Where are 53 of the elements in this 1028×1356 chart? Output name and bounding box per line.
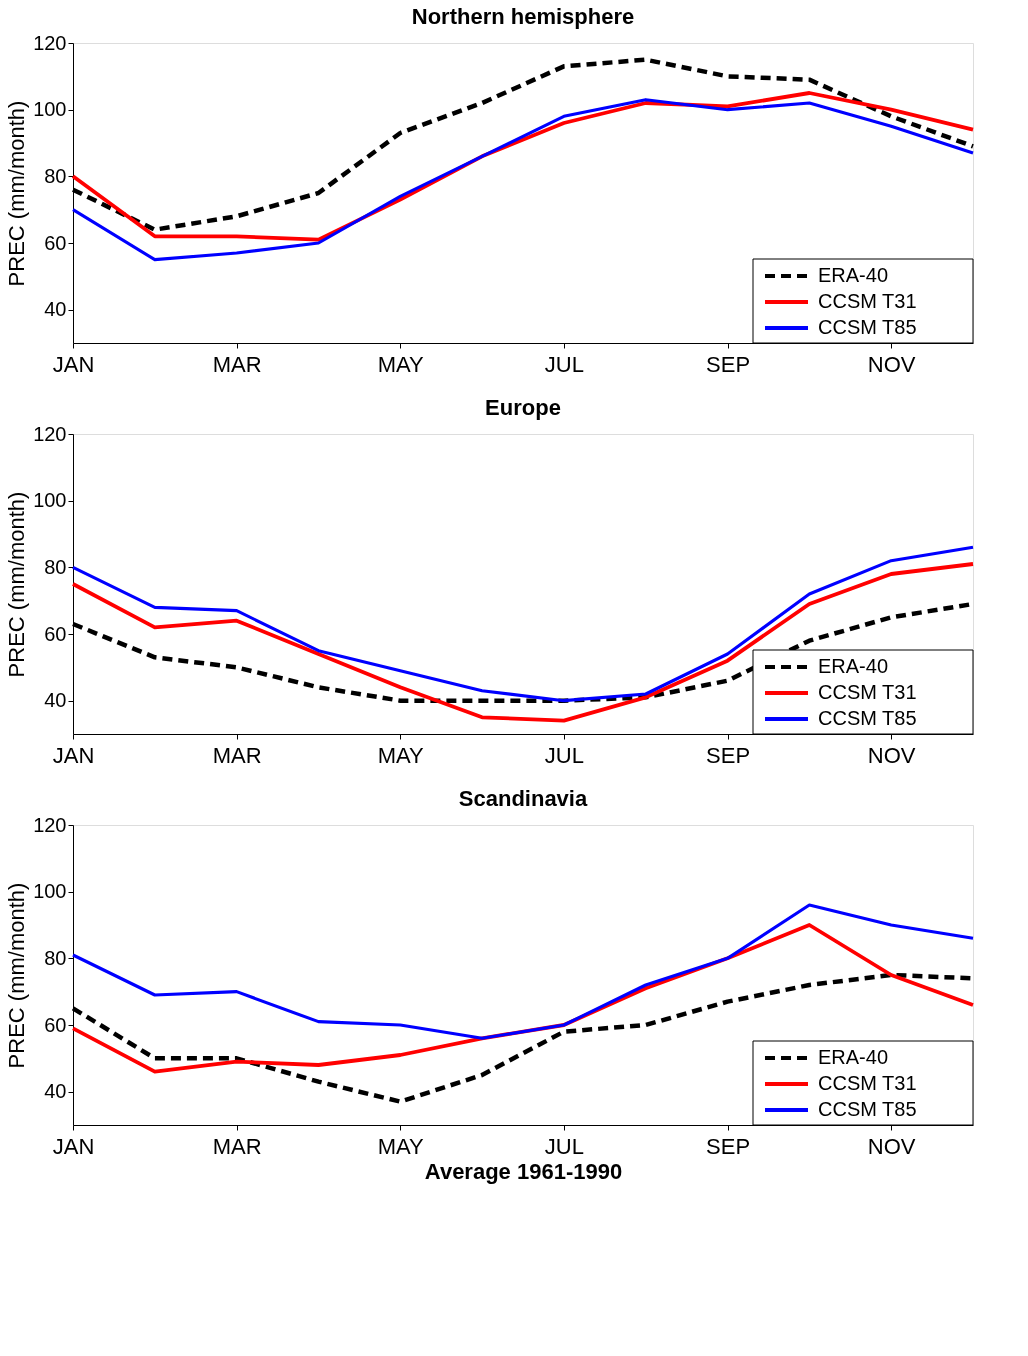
x-axis-title: Average 1961-1990 [424,1158,623,1184]
line-series [71,903,975,1040]
y-axis-title: PREC (mm/month) [4,491,30,678]
x-tick-label: SEP [706,1133,751,1159]
x-tick-label: JUL [544,742,584,768]
x-tick-label: MAY [377,742,425,768]
y-tick-label: 40 [44,298,67,321]
y-tick-label: 80 [44,164,67,187]
x-tick-label: MAY [377,351,425,377]
legend-label: ERA-40 [818,1046,889,1068]
chart-title: Scandinavia [458,786,588,811]
y-tick-label: 60 [44,1013,67,1036]
legend-label: CCSM T31 [818,681,917,703]
y-tick-label: 120 [33,813,67,836]
chart-title: Europe [485,395,561,420]
x-tick-label: MAR [212,742,262,768]
y-tick-label: 60 [44,231,67,254]
x-tick-label: MAY [377,1133,425,1159]
legend-label: CCSM T85 [818,316,917,338]
y-tick-label: 60 [44,622,67,645]
y-axis-title: PREC (mm/month) [4,882,30,1069]
legend-label: CCSM T31 [818,1072,917,1094]
line-series [71,545,975,703]
x-tick-label: JUL [544,1133,584,1159]
x-tick-label: NOV [867,1133,916,1159]
legend-label: CCSM T85 [818,707,917,729]
x-tick-label: JUL [544,351,584,377]
y-tick-label: 100 [33,98,67,121]
y-tick-label: 80 [44,946,67,969]
y-tick-label: 80 [44,555,67,578]
y-tick-label: 40 [44,1080,67,1103]
x-tick-label: JAN [52,1133,95,1159]
legend-label: ERA-40 [818,655,889,677]
x-tick-label: NOV [867,742,916,768]
legend-label: ERA-40 [818,264,889,286]
y-tick-label: 100 [33,489,67,512]
x-tick-label: SEP [706,351,751,377]
legend-label: CCSM T85 [818,1098,917,1120]
y-tick-label: 100 [33,880,67,903]
line-series [71,562,975,723]
y-axis-title: PREC (mm/month) [4,100,30,287]
x-tick-label: NOV [867,351,916,377]
x-tick-label: SEP [706,742,751,768]
line-series [71,98,975,262]
legend-label: CCSM T31 [818,290,917,312]
x-tick-label: MAR [212,1133,262,1159]
x-tick-label: MAR [212,351,262,377]
x-tick-label: JAN [52,742,95,768]
x-tick-label: JAN [52,351,95,377]
chart-title: Northern hemisphere [411,4,635,29]
y-tick-label: 120 [33,31,67,54]
y-tick-label: 40 [44,689,67,712]
y-tick-label: 120 [33,422,67,445]
